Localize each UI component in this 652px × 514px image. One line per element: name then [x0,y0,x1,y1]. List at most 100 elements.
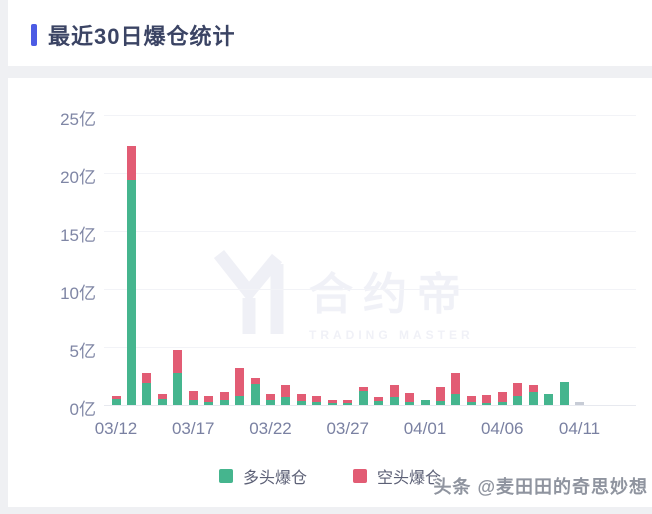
short-liquidation-segment [451,373,461,394]
bar-03/13[interactable] [126,146,136,405]
bar-03/25[interactable] [312,396,322,405]
source-watermark: 头条 @麦田田的奇思妙想 [433,477,648,497]
legend-item-空头爆仓[interactable]: 空头爆仓 [353,464,441,488]
gridline [104,289,636,290]
short-liquidation-segment [513,382,523,396]
long-liquidation-segment [482,403,492,405]
long-liquidation-segment [327,403,337,405]
short-liquidation-segment [312,396,322,403]
bar-03/16[interactable] [173,350,183,405]
long-liquidation-segment [451,393,461,405]
y-axis-tick-label: 0亿 [69,400,96,419]
bar-04/01[interactable] [420,399,430,405]
legend-label: 空头爆仓 [377,470,442,487]
long-liquidation-segment [266,400,275,405]
bar-04/05[interactable] [482,395,492,405]
long-liquidation-segment [405,401,415,405]
x-axis-tick-label: 03/17 [171,419,215,438]
bar-03/18[interactable] [204,395,214,405]
bar-03/28[interactable] [358,387,368,405]
liquidation-chart-card: 合约帝 TRADING MASTER 25亿 20亿 15亿 10亿 5亿 0亿 03/12… [8,78,652,507]
short-liquidation-segment [266,393,275,401]
short-liquidation-segment [374,396,384,401]
short-liquidation-segment [204,395,214,402]
long-liquidation-segment [497,401,507,405]
gridline [104,115,636,116]
short-liquidation-segment [250,378,260,385]
legend-swatch-icon [353,469,367,483]
bar-04/03[interactable] [451,373,461,405]
short-liquidation-segment [528,385,538,393]
bar-03/23[interactable] [281,385,291,405]
short-liquidation-segment [142,372,152,383]
gridline [104,347,636,348]
bar-04/04[interactable] [466,395,476,405]
y-axis-tick-label: 15亿 [60,226,96,245]
long-liquidation-segment [466,401,476,405]
long-liquidation-segment [528,392,538,405]
x-axis-tick-label: 03/22 [249,419,292,438]
long-liquidation-segment [250,384,260,405]
long-liquidation-segment [235,395,245,405]
bar-04/10[interactable] [559,381,569,405]
short-liquidation-segment [235,367,245,396]
bar-04/11[interactable] [575,402,584,405]
short-liquidation-segment [111,395,121,400]
chart-legend: 多头爆仓 空头爆仓 [8,464,652,488]
x-axis-tick-label: 03/27 [326,419,370,438]
bar-03/14[interactable] [142,372,152,405]
y-axis-tick-label: 20亿 [60,168,96,187]
page-title: 最近30日爆仓统计 [48,24,236,49]
bar-03/27[interactable] [343,400,353,405]
legend-swatch-icon [218,469,233,483]
bar-03/22[interactable] [266,393,275,405]
bar-03/29[interactable] [374,396,384,405]
bar-04/09[interactable] [544,393,554,405]
long-liquidation-segment [126,179,136,405]
bar-03/30[interactable] [389,385,399,405]
long-liquidation-segment [157,399,167,405]
bar-03/17[interactable] [188,390,198,405]
short-liquidation-segment [126,146,136,180]
long-liquidation-segment [343,403,353,405]
bar-03/20[interactable] [235,367,245,405]
bar-04/06[interactable] [497,391,507,405]
short-liquidation-segment [188,390,198,400]
y-axis-tick-label: 10亿 [60,284,96,303]
bar-03/31[interactable] [405,393,415,405]
x-axis-tick-label: 04/06 [480,419,524,438]
bar-03/21[interactable] [250,378,260,405]
legend-item-多头爆仓[interactable]: 多头爆仓 [218,464,307,488]
bar-03/19[interactable] [219,392,229,405]
long-liquidation-segment [420,399,430,405]
bar-03/12[interactable] [111,395,121,405]
long-liquidation-segment [281,397,291,405]
bar-04/08[interactable] [528,385,538,405]
short-liquidation-segment [466,395,476,402]
long-liquidation-segment [374,400,384,405]
x-axis-tick-label: 03/12 [94,419,138,438]
y-axis-tick-label: 5亿 [69,342,96,361]
bar-04/02[interactable] [435,387,445,405]
long-liquidation-segment [544,393,554,405]
short-liquidation-segment [343,400,353,404]
short-liquidation-segment [219,392,229,401]
gridline [104,173,636,174]
short-liquidation-segment [327,400,337,404]
bar-04/07[interactable] [513,382,523,405]
short-liquidation-segment [435,387,445,401]
long-liquidation-segment [111,399,121,405]
long-liquidation-segment [142,382,152,405]
short-liquidation-segment [482,395,492,404]
bar-03/24[interactable] [296,393,306,405]
gridline [104,231,636,232]
short-liquidation-segment [405,393,415,402]
long-liquidation-segment [173,372,183,405]
short-liquidation-segment [358,387,368,391]
long-liquidation-segment [559,381,569,405]
plot-area: 25亿 20亿 15亿 10亿 5亿 0亿 03/12 03/17 03/22 03/27 04/0… [8,78,652,507]
long-liquidation-segment [219,400,229,405]
bar-03/26[interactable] [327,400,337,405]
bar-03/15[interactable] [157,393,167,405]
long-liquidation-segment [204,401,214,405]
